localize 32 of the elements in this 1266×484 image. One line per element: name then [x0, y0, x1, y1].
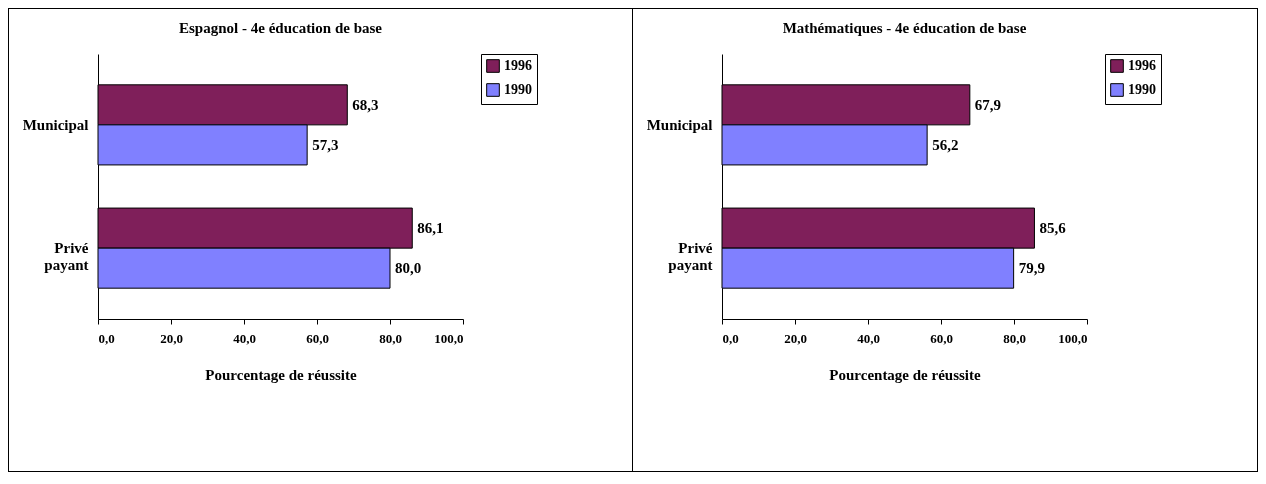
x-tick-label: 80,0 — [1003, 330, 1026, 346]
data-label: 68,3 — [352, 96, 379, 113]
data-label: 57,3 — [312, 136, 339, 153]
x-tick-label: 40,0 — [857, 330, 880, 346]
data-label: 79,9 — [1018, 260, 1045, 277]
x-axis-title: Pourcentage de réussite — [205, 366, 358, 383]
y-tick-label: Municipal — [646, 116, 713, 133]
x-tick-label: 0,0 — [98, 330, 115, 346]
data-label: 85,6 — [1039, 220, 1067, 237]
x-tick-label: 60,0 — [306, 330, 329, 346]
x-tick-label: 20,0 — [160, 330, 183, 346]
legend-label: 1996 — [504, 58, 532, 73]
x-tick-label: 100,0 — [1058, 330, 1088, 346]
legend-label: 1996 — [1128, 58, 1156, 73]
x-tick-label: 80,0 — [379, 330, 402, 346]
x-tick-label: 0,0 — [722, 330, 739, 346]
legend-label: 1990 — [504, 82, 532, 97]
x-tick-label: 60,0 — [930, 330, 953, 346]
x-axis-title: Pourcentage de réussite — [829, 366, 982, 383]
data-label: 56,2 — [932, 136, 959, 153]
data-label: 80,0 — [395, 260, 422, 277]
y-tick-label: Municipal — [22, 116, 89, 133]
legend-label: 1990 — [1128, 82, 1156, 97]
data-label: 67,9 — [974, 96, 1002, 113]
x-tick-label: 100,0 — [434, 330, 464, 346]
chart-title: Mathématiques - 4e éducation de base — [782, 19, 1027, 36]
data-label: 86,1 — [417, 220, 444, 237]
y-tick-label: Privé payant — [668, 240, 713, 274]
y-tick-label: Privé payant — [44, 240, 89, 274]
x-tick-label: 20,0 — [784, 330, 807, 346]
chart-title: Espagnol - 4e éducation de base — [179, 19, 383, 36]
x-tick-label: 40,0 — [233, 330, 256, 346]
